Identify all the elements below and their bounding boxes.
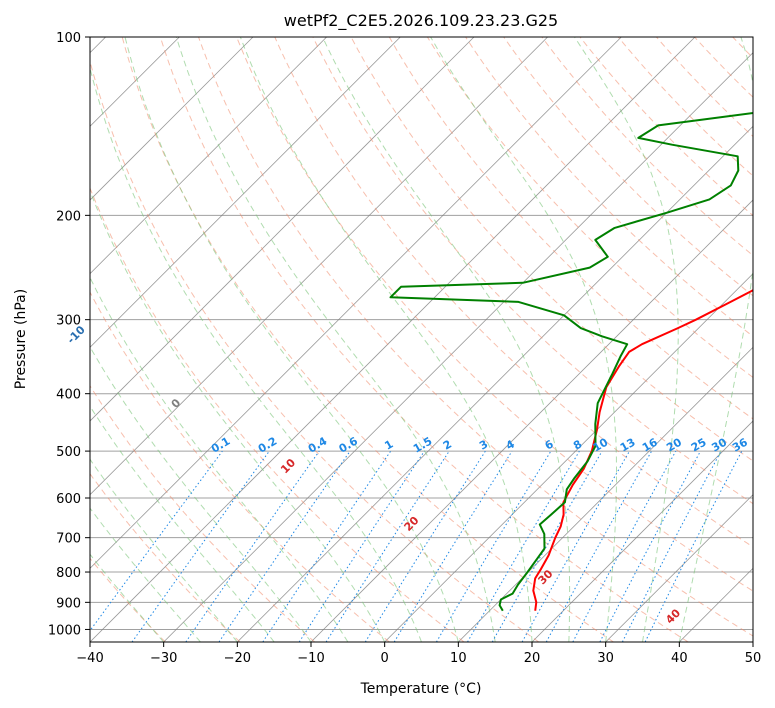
moist-adiabat (175, 37, 496, 642)
dry-adiabat (350, 37, 753, 462)
dry-adiabat (465, 37, 753, 338)
y-tick-label: 100 (56, 31, 81, 46)
mixing-ratio-lines (90, 450, 743, 642)
isotherm-line (384, 273, 753, 642)
y-tick-label: 300 (56, 314, 81, 329)
isotherm-line (90, 37, 622, 569)
moist-adiabat (90, 507, 201, 642)
isotherm-line (163, 52, 753, 642)
mixing-ratio-line (572, 450, 677, 642)
isotherm-line (90, 37, 327, 275)
mixing-ratio-line (90, 450, 223, 632)
dry-adiabat (90, 472, 241, 642)
mixing-ratio-line (218, 450, 351, 642)
isotherm-line (458, 346, 753, 642)
x-tick-label: 20 (524, 651, 541, 666)
moist-adiabat (678, 37, 753, 642)
y-tick-label: 400 (56, 388, 81, 403)
y-tick-label: 500 (56, 445, 81, 460)
dry-adiabats (90, 37, 753, 642)
y-tick-label: 800 (56, 566, 81, 581)
dry-adiabat (426, 37, 753, 379)
temperature-line (532, 289, 753, 611)
chart-title: wetPf2_C2E5.2026.109.23.23.G25 (284, 11, 558, 31)
x-tick-label: −30 (150, 651, 177, 666)
moist-adiabat (90, 345, 312, 642)
moist-adiabat (90, 458, 238, 642)
moist-adiabat (90, 65, 422, 642)
profile-series (389, 111, 753, 612)
isotherm-line (90, 37, 548, 496)
moist-adiabat (90, 189, 386, 642)
moist-adiabat (574, 37, 679, 642)
moist-adiabat (90, 553, 165, 642)
dry-adiabat (90, 291, 390, 642)
y-tick-label: 200 (56, 209, 81, 224)
y-tick-label: 600 (56, 492, 81, 507)
mixing-ratio-line (131, 450, 270, 642)
mixing-ratio-line (545, 450, 653, 642)
moist-adiabat (90, 405, 275, 642)
mixing-ratio-line (325, 450, 450, 642)
mixing-ratio-line (298, 450, 425, 642)
moist-adiabat (90, 276, 349, 642)
moist-adiabat (430, 37, 617, 642)
x-tick-label: 0 (381, 651, 389, 666)
moist-adiabat (124, 37, 459, 642)
dewpoint-line (389, 111, 753, 612)
isotherm-line (531, 420, 753, 642)
dry-adiabat (121, 37, 614, 642)
dry-adiabat (312, 37, 753, 505)
isotherm-line (237, 125, 753, 642)
x-tick-label: −40 (76, 651, 103, 666)
y-axis-label: Pressure (hPa) (13, 289, 29, 389)
mixing-ratio-line (185, 450, 320, 642)
y-axis-ticks: 100 200 300 400 500 600 700 800 900 1000 (48, 31, 90, 638)
isotherm-line (90, 37, 401, 348)
isotherm-line (90, 37, 475, 422)
moist-adiabats (90, 37, 753, 642)
mixing-ratio-line (644, 450, 743, 642)
dry-adiabat (388, 37, 753, 420)
plot-area (90, 37, 753, 642)
dry-adiabat (503, 37, 753, 297)
isotherm-line (605, 494, 753, 642)
x-tick-label: 50 (745, 651, 762, 666)
x-axis-ticks: −40 −30 −20 −10 0 10 20 30 40 50 (76, 642, 761, 666)
x-tick-label: 10 (450, 651, 467, 666)
dry-adiabat (159, 37, 689, 642)
dry-adiabat (90, 59, 540, 642)
moist-adiabat (322, 37, 571, 642)
mixing-ratio-line (393, 450, 513, 642)
isotherm-line (90, 37, 254, 201)
dry-adiabat (236, 37, 753, 592)
x-tick-label: 40 (671, 651, 688, 666)
x-tick-label: 30 (597, 651, 614, 666)
x-tick-label: −10 (297, 651, 324, 666)
x-tick-label: −20 (224, 651, 251, 666)
plot-frame (89, 36, 754, 643)
x-axis-label: Temperature (°C) (360, 681, 482, 697)
y-tick-label: 900 (56, 596, 81, 611)
y-tick-label: 1000 (48, 623, 81, 638)
dry-adiabat (90, 186, 465, 642)
moist-adiabat (239, 37, 533, 642)
dry-adiabat (90, 384, 316, 642)
mixing-ratio-line (262, 450, 392, 642)
y-tick-label: 700 (56, 532, 81, 547)
dry-adiabat (274, 37, 753, 548)
mixing-ratio-line (521, 450, 630, 642)
dry-adiabat (198, 37, 753, 637)
